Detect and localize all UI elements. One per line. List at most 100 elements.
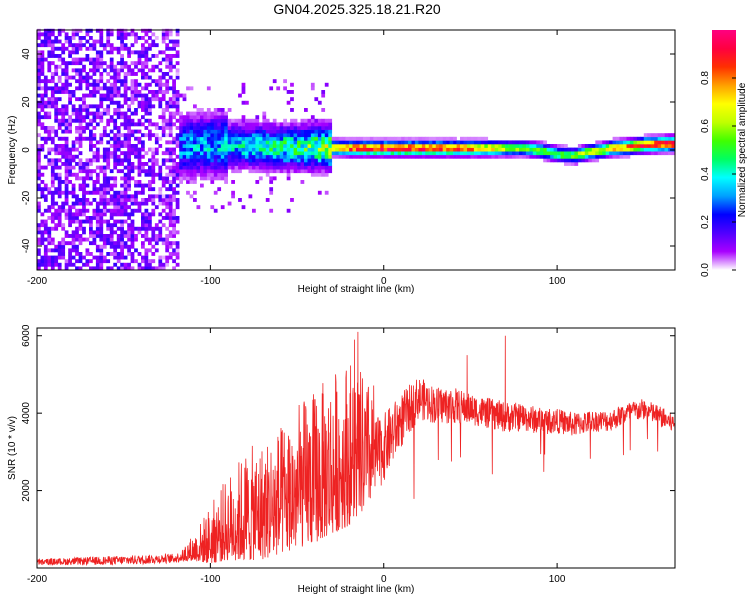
spectrogram-cell bbox=[165, 43, 170, 48]
spectrogram-cell bbox=[224, 154, 228, 159]
spectrogram-cell bbox=[99, 252, 104, 256]
spectrogram-cell bbox=[40, 219, 45, 224]
spectrogram-cell bbox=[78, 72, 83, 76]
spectrogram-cell bbox=[43, 104, 48, 109]
spectrogram-cell bbox=[71, 187, 76, 192]
spectrogram-cell bbox=[154, 147, 159, 152]
spectrogram-cell bbox=[40, 190, 45, 195]
spectrogram-cell bbox=[172, 180, 176, 184]
spectrogram-cell bbox=[609, 144, 613, 148]
spectrogram-cell bbox=[148, 147, 152, 152]
spectrogram-cell bbox=[75, 194, 79, 199]
spectrogram-cell bbox=[40, 234, 45, 238]
spectrogram-cell bbox=[47, 262, 52, 267]
spectrogram-cell bbox=[102, 241, 107, 246]
spectrogram-cell bbox=[189, 140, 194, 145]
spectrogram-cell bbox=[324, 158, 329, 163]
spectrogram-cell bbox=[123, 61, 128, 66]
spectrogram-cell bbox=[664, 151, 669, 156]
spectrogram-cell bbox=[213, 151, 218, 156]
spectrogram-cell bbox=[40, 32, 45, 37]
spectrogram-cell bbox=[61, 252, 66, 256]
spectrogram-cell bbox=[109, 61, 114, 66]
spectrogram-cell bbox=[175, 50, 180, 55]
spectrogram-cell bbox=[643, 140, 648, 145]
spectrogram-cell bbox=[40, 104, 45, 109]
spectrogram-cell bbox=[57, 75, 62, 80]
spectrogram-cell bbox=[297, 122, 301, 127]
spectrogram-cell bbox=[442, 140, 447, 145]
spectrogram-cell bbox=[148, 187, 152, 192]
spectrogram-cell bbox=[50, 54, 55, 58]
spectrogram-cell bbox=[324, 190, 329, 195]
spectrogram-cell bbox=[206, 133, 211, 138]
spectrogram-cell bbox=[151, 43, 156, 48]
spectrogram-cell bbox=[78, 129, 83, 134]
spectrogram-cell bbox=[328, 129, 333, 134]
spectrogram-cell bbox=[47, 234, 52, 238]
spectrogram-cell bbox=[154, 43, 159, 48]
spectrogram-cell bbox=[106, 50, 111, 55]
spectrogram-cell bbox=[283, 154, 287, 159]
spectrogram-cell bbox=[168, 100, 173, 105]
spectrogram-cell bbox=[123, 28, 128, 33]
spectrogram-cell bbox=[99, 133, 104, 138]
spectrogram-cell bbox=[134, 122, 138, 127]
spectrogram-cell bbox=[536, 151, 541, 156]
spectrogram-cell bbox=[161, 183, 166, 188]
spectrogram-cell bbox=[238, 122, 242, 127]
spectrogram-cell bbox=[57, 136, 62, 141]
spectrogram-cell bbox=[71, 244, 76, 249]
snr-series-line bbox=[36, 331, 676, 566]
spectrogram-cell bbox=[89, 259, 93, 264]
spectrogram-cell bbox=[168, 115, 173, 120]
spectrogram-cell bbox=[172, 190, 176, 195]
spectrogram-cell bbox=[50, 201, 55, 206]
spectrogram-cell bbox=[82, 104, 86, 109]
spectrogram-cell bbox=[428, 140, 433, 145]
spectrogram-cell bbox=[342, 136, 346, 141]
spectrogram-cell bbox=[612, 140, 617, 145]
spectrogram-cell bbox=[89, 162, 93, 166]
spectrogram-cell bbox=[616, 151, 620, 156]
spectrogram-cell bbox=[300, 144, 305, 148]
spectrogram-cell bbox=[279, 147, 284, 152]
spectrogram-cell bbox=[161, 208, 166, 213]
spectrogram-cell bbox=[460, 147, 464, 152]
spectrogram-cell bbox=[120, 162, 124, 166]
spectrogram-cell bbox=[144, 234, 149, 238]
spectrogram-cell bbox=[179, 129, 183, 134]
spectrogram-cell bbox=[50, 86, 55, 91]
spectrogram-cell bbox=[321, 136, 326, 141]
spectrogram-cell bbox=[116, 255, 121, 260]
spectrogram-cell bbox=[106, 226, 111, 231]
spectrogram-cell bbox=[71, 90, 76, 94]
spectrogram-cell bbox=[99, 266, 104, 271]
spectrogram-cell bbox=[657, 144, 662, 148]
spectrogram-cell bbox=[276, 165, 281, 170]
spectrogram-cell bbox=[151, 208, 156, 213]
spectrogram-cell bbox=[148, 219, 152, 224]
spectrogram-cell bbox=[650, 140, 655, 145]
colorbar-ticks: 0.00.20.40.60.8 bbox=[700, 71, 736, 277]
spectrogram-cell bbox=[213, 122, 218, 127]
spectrogram-cell bbox=[130, 82, 135, 87]
spectrogram-cell bbox=[130, 255, 135, 260]
spectrogram-cell bbox=[99, 36, 104, 40]
spectrogram-cell bbox=[376, 147, 381, 152]
spectrogram-cell bbox=[37, 176, 41, 181]
spectrogram-cell bbox=[376, 140, 381, 145]
spectrogram-cell bbox=[213, 208, 218, 213]
spectrogram-cell bbox=[286, 122, 291, 127]
spectrogram-cell bbox=[175, 154, 180, 159]
spectrogram-cell bbox=[224, 158, 228, 163]
spectrogram-cell bbox=[636, 147, 641, 152]
spectrogram-cell bbox=[82, 230, 86, 235]
spectrogram-cell bbox=[193, 126, 197, 130]
spectrogram-cell bbox=[99, 61, 104, 66]
spectrogram-cell bbox=[200, 122, 204, 127]
spectrogram-cell bbox=[210, 147, 215, 152]
spectrogram-cell bbox=[120, 198, 124, 202]
spectrogram-cell bbox=[89, 266, 93, 271]
spectrogram-cell bbox=[193, 133, 197, 138]
